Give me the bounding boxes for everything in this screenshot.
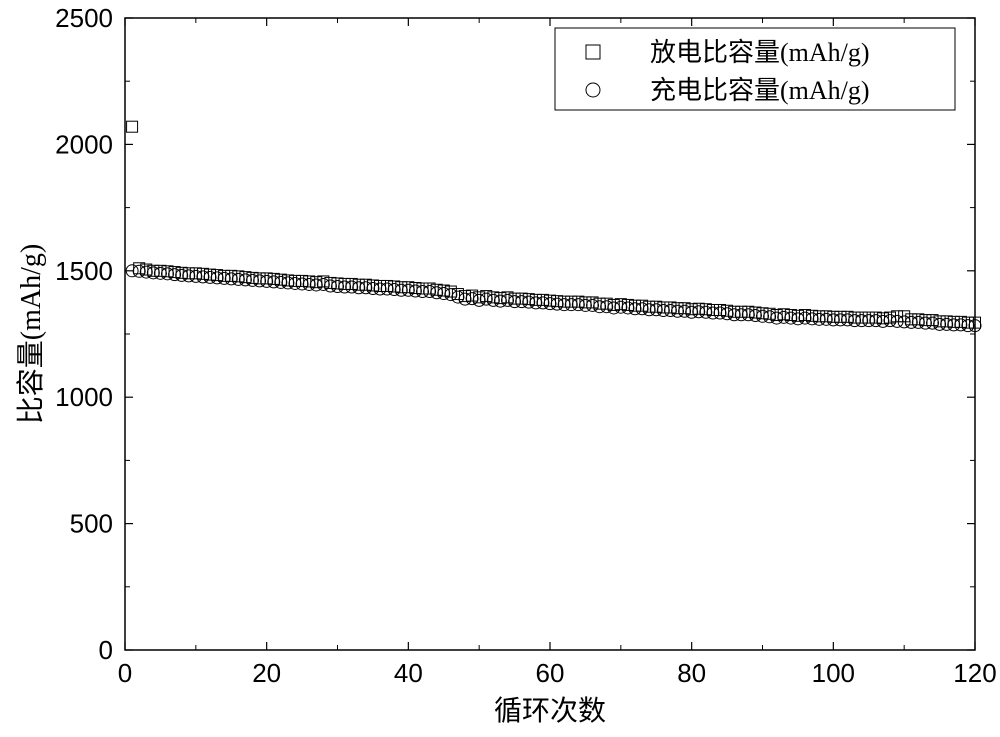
y-tick-label: 2500 [55, 3, 113, 33]
x-tick-label: 20 [252, 658, 281, 688]
legend-label: 放电比容量(mAh/g) [650, 38, 870, 67]
legend-label: 充电比容量(mAh/g) [650, 76, 870, 105]
y-axis-title: 比容量(mAh/g) [15, 244, 47, 424]
x-tick-label: 80 [677, 658, 706, 688]
x-tick-label: 120 [953, 658, 996, 688]
x-tick-label: 0 [118, 658, 132, 688]
x-tick-label: 100 [812, 658, 855, 688]
x-tick-label: 40 [394, 658, 423, 688]
y-tick-label: 1000 [55, 382, 113, 412]
y-tick-label: 0 [99, 635, 113, 665]
y-tick-label: 500 [70, 509, 113, 539]
x-tick-label: 60 [536, 658, 565, 688]
y-tick-label: 2000 [55, 129, 113, 159]
chart-container: 0 20 40 60 80 100 120 0 500 1000 1500 2000 2500 循环次数 比… [0, 0, 1000, 737]
y-tick-label: 1500 [55, 256, 113, 286]
x-axis-title: 循环次数 [494, 695, 606, 727]
chart-svg: 0 20 40 60 80 100 120 0 500 1000 1500 2000 2500 循环次数 比… [0, 0, 1000, 737]
